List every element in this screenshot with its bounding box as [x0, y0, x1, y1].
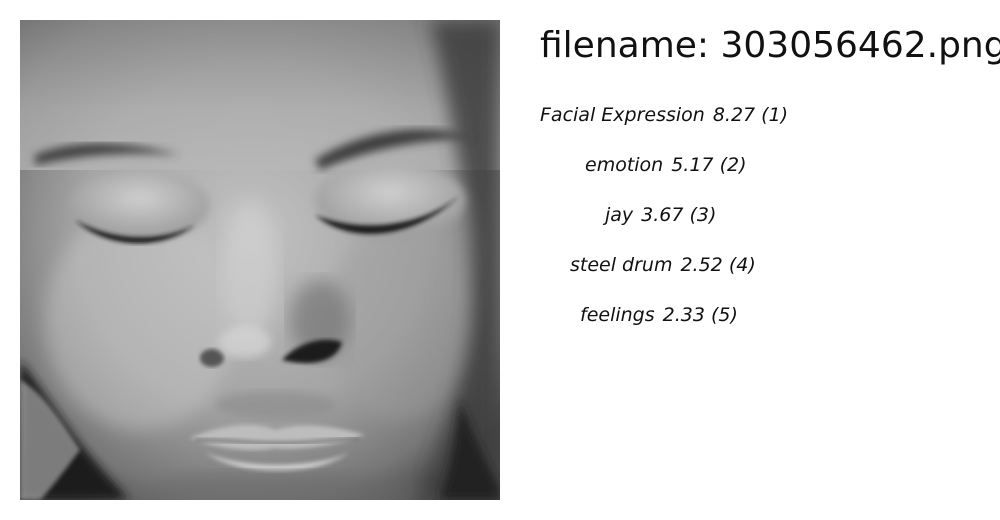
filename-title: filename: 303056462.png: [540, 25, 1000, 66]
label-score: 8.27 (1): [712, 104, 789, 126]
label-score: 5.17 (2): [671, 154, 747, 176]
label-score: 3.67 (3): [641, 204, 717, 226]
list-item: jay 3.67 (3): [605, 200, 845, 230]
label-name: jay: [605, 204, 634, 226]
label-name: feelings: [580, 304, 655, 326]
list-item: Facial Expression 8.27 (1): [540, 100, 788, 130]
list-item: emotion 5.17 (2): [585, 150, 825, 180]
label-name: emotion: [585, 154, 664, 176]
label-name: Facial Expression: [540, 104, 705, 126]
list-item: feelings 2.33 (5): [580, 300, 820, 330]
face-photo-drawing: [20, 20, 500, 500]
label-score: 2.33 (5): [662, 304, 738, 326]
label-name: steel drum: [570, 254, 673, 276]
face-photo: [20, 20, 500, 500]
list-item: steel drum 2.52 (4): [570, 250, 810, 280]
label-score: 2.52 (4): [680, 254, 756, 276]
